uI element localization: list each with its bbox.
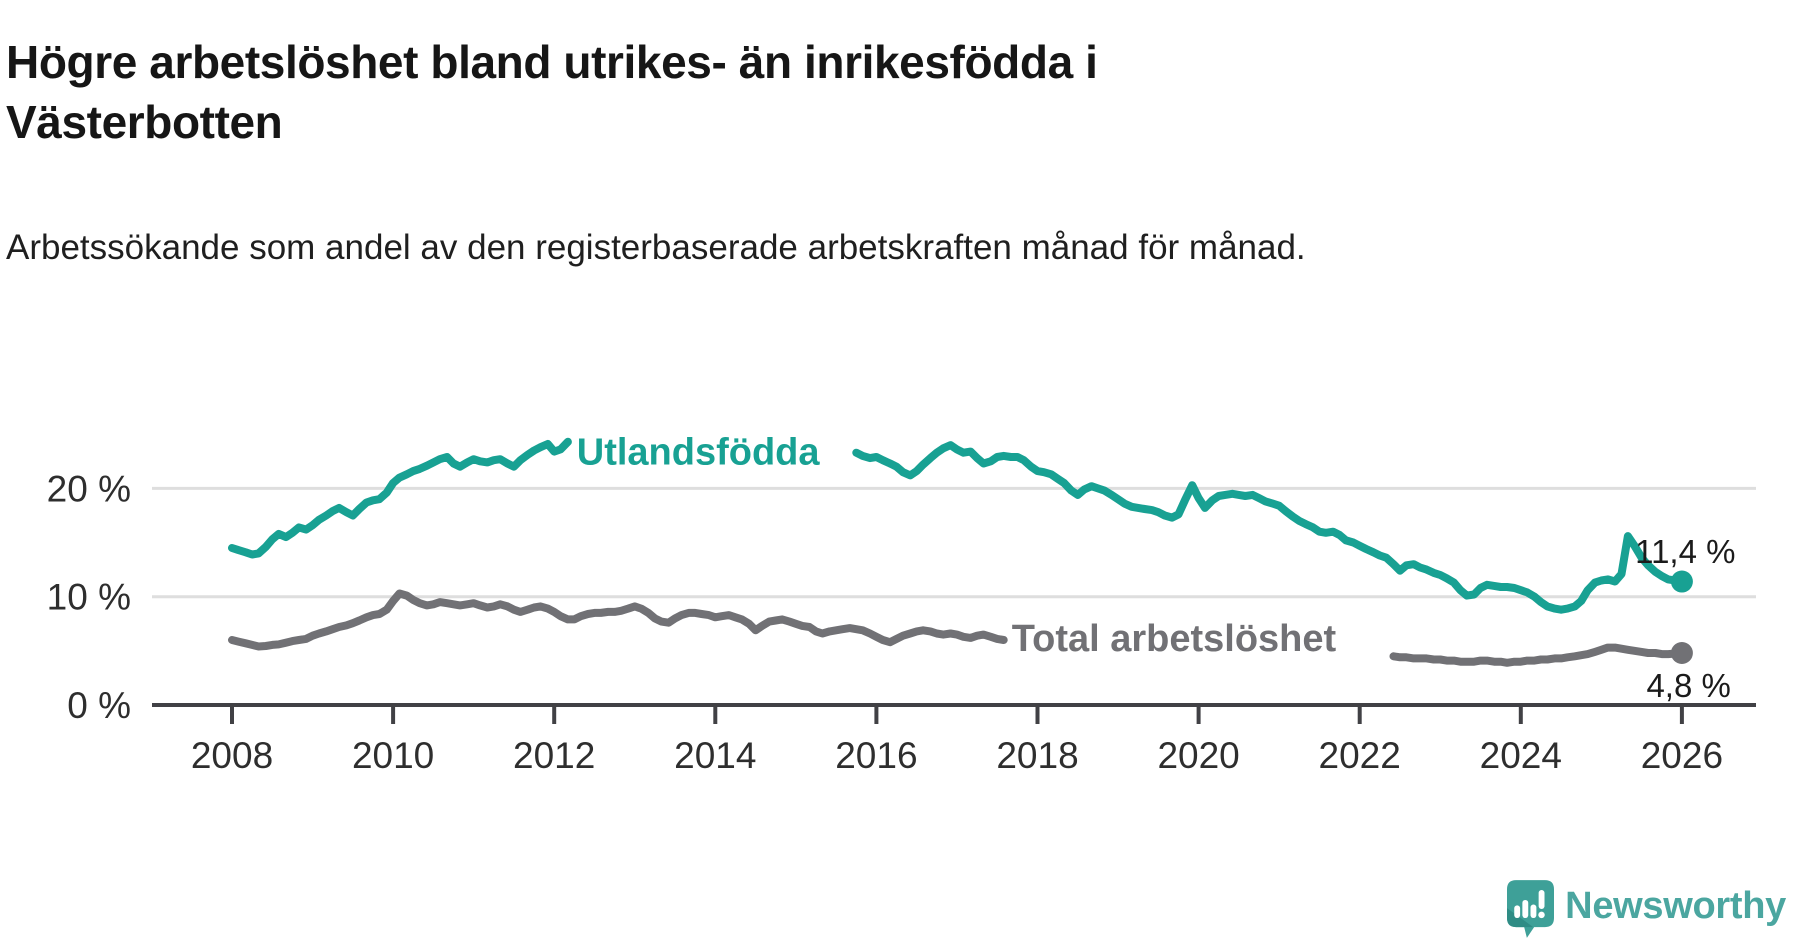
x-tick-label-2010: 2010: [352, 735, 434, 776]
x-tick-label-2008: 2008: [191, 735, 273, 776]
x-tick-label-2020: 2020: [1157, 735, 1239, 776]
series-line-utlandsfodda-segment-1: [228, 437, 572, 559]
series-end-dot-utlandsfodda: [1670, 570, 1693, 593]
x-tick-label-2026: 2026: [1641, 735, 1723, 776]
newsworthy-chart-bubble-icon: [1507, 880, 1555, 938]
series-line-total-arbetsloshet-segment-1: [228, 589, 1008, 651]
x-tick-label-2022: 2022: [1319, 735, 1401, 776]
x-tick-label-2024: 2024: [1480, 735, 1562, 776]
x-tick-label-2014: 2014: [674, 735, 756, 776]
chart-subtitle: Arbetssökande som andel av den registerb…: [6, 228, 1306, 267]
x-tick-label-2018: 2018: [996, 735, 1078, 776]
x-tick-label-2016: 2016: [835, 735, 917, 776]
end-value-annotation-utlandsfodda: 11,4 %: [1635, 533, 1735, 570]
newsworthy-wordmark: Newsworthy: [1565, 885, 1786, 927]
y-tick-label-10-percent: 10 %: [47, 577, 131, 618]
series-end-dot-total-arbetsloshet: [1670, 642, 1693, 665]
x-tick-label-2012: 2012: [513, 735, 595, 776]
chart-title: Högre arbetslöshet bland utrikes- än inr…: [6, 35, 1098, 148]
series-line-total-arbetsloshet-segment-2: [1389, 643, 1686, 667]
series-label-total-arbetsloshet: Total arbetslöshet: [1012, 618, 1337, 660]
series-line-utlandsfodda-segment-2: [852, 441, 1686, 614]
y-tick-label-20-percent: 20 %: [47, 468, 131, 509]
newsworthy-logo: Newsworthy: [1507, 880, 1786, 938]
end-value-annotation-total-arbetsloshet: 4,8 %: [1646, 667, 1730, 704]
y-tick-label-0-percent: 0 %: [67, 685, 131, 726]
series-label-utlandsfodda: Utlandsfödda: [577, 432, 821, 474]
